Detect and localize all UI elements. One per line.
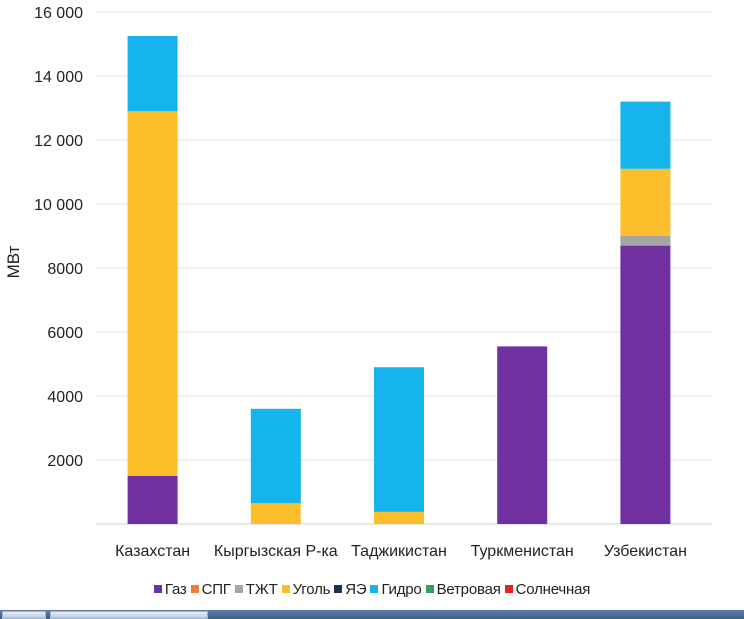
bar-segment [620,101,671,169]
y-tick-label: 10 000 [34,197,83,214]
bar-segment [620,245,671,524]
taskbar-button[interactable] [50,611,208,619]
legend-item: Уголь [281,580,331,598]
bar-segment [374,511,424,524]
legend-label: Солнечная [515,580,591,598]
legend-swatch [425,585,434,593]
bar-segment [127,476,178,524]
taskbar-button[interactable] [2,611,46,619]
legend-item: Солнечная [504,580,591,598]
legend-label: Газ [164,580,187,598]
y-tick-label: 4000 [47,389,83,406]
taskbar [0,610,744,619]
legend-item: СПГ [190,580,231,598]
gridlines [96,11,712,525]
legend-swatch [190,585,199,593]
bar-segment [620,236,671,246]
legend-label: СПГ [201,580,231,598]
legend-item: Газ [153,580,187,598]
legend-swatch [281,585,290,593]
y-tick-label: 12 000 [34,133,83,150]
legend-swatch [334,585,343,593]
bar-segment [374,367,424,512]
x-tick-label: Казахстан [115,543,190,560]
x-tick-label: Кыргызская Р-ка [214,543,338,560]
legend-item: Гидро [370,580,422,598]
bar-segment [250,503,301,524]
y-axis-label: МВт [4,245,23,278]
legend-label: Ветровая [436,580,501,598]
legend-swatch [153,585,162,593]
legend-label: ТЖТ [245,580,278,598]
bar-segment [127,36,178,112]
y-tick-label: 14 000 [34,69,83,86]
legend-swatch [504,585,513,593]
y-tick-label: 6000 [47,325,83,342]
legend-swatch [370,585,379,593]
legend-item: ТЖТ [234,580,278,598]
x-tick-label: Узбекистан [604,543,687,560]
y-tick-label: 2000 [47,453,83,470]
legend-label: ЯЭ [345,580,367,598]
bars [127,36,671,524]
bar-segment [620,168,671,236]
x-tick-labels: Казахстан Кыргызская Р-ка Таджикистан Туркм… [115,543,687,560]
y-tick-label: 8000 [47,261,83,278]
legend: Газ СПГ ТЖТ Уголь ЯЭ Гидро Ветровая Солнечная [0,578,744,600]
legend-item: Ветровая [425,580,501,598]
y-tick-label: 16 000 [34,5,83,22]
y-tick-labels: 2000 4000 6000 8000 10 000 12 000 14 000 16 000 [34,5,83,470]
legend-item: ЯЭ [334,580,367,598]
legend-label: Уголь [292,580,331,598]
x-tick-label: Таджикистан [351,543,447,560]
x-tick-label: Туркменистан [471,543,574,560]
bar-segment [497,346,548,524]
legend-label: Гидро [381,580,422,598]
legend-swatch [234,585,243,593]
bar-segment [127,111,178,476]
bar-segment [250,408,301,504]
